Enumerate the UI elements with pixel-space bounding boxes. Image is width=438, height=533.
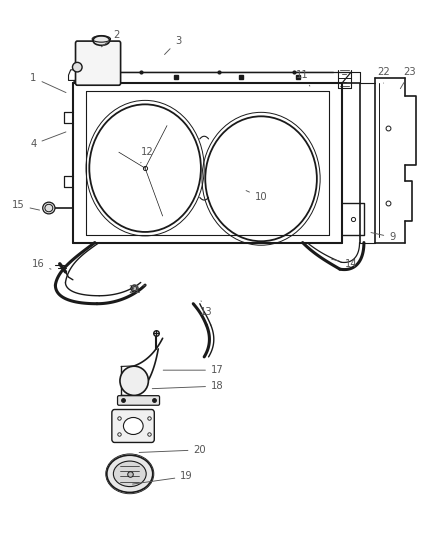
Ellipse shape: [72, 62, 82, 72]
Ellipse shape: [106, 455, 152, 492]
Text: 14: 14: [331, 259, 356, 269]
Text: 20: 20: [139, 445, 206, 455]
FancyBboxPatch shape: [112, 409, 154, 442]
Ellipse shape: [93, 36, 110, 45]
Ellipse shape: [42, 202, 55, 214]
FancyBboxPatch shape: [117, 395, 159, 405]
Text: 2: 2: [101, 30, 120, 47]
Text: 18: 18: [152, 381, 223, 391]
Text: 13: 13: [200, 301, 212, 317]
Text: 10: 10: [246, 191, 267, 203]
FancyBboxPatch shape: [75, 41, 120, 85]
Text: 22: 22: [376, 68, 389, 83]
Text: 21: 21: [127, 285, 145, 295]
Ellipse shape: [113, 461, 146, 487]
Text: 16: 16: [32, 259, 51, 269]
Text: 19: 19: [132, 472, 193, 484]
Text: 9: 9: [370, 232, 395, 243]
Text: 17: 17: [163, 365, 223, 375]
Text: 23: 23: [399, 68, 415, 88]
Ellipse shape: [120, 366, 148, 395]
Text: 15: 15: [12, 200, 39, 211]
Text: 4: 4: [30, 132, 66, 149]
Text: 11: 11: [296, 70, 309, 86]
Text: 12: 12: [141, 147, 153, 163]
Ellipse shape: [123, 417, 143, 434]
Text: 1: 1: [30, 73, 66, 93]
Text: 3: 3: [164, 36, 180, 54]
